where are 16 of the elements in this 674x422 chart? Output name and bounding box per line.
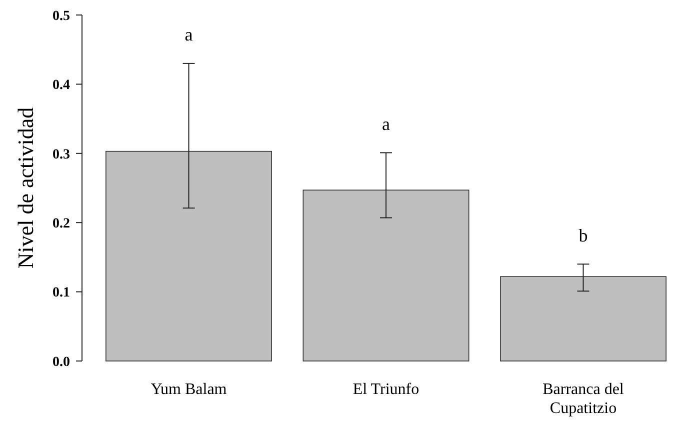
x-tick-label: El Triunfo <box>352 381 420 398</box>
bar <box>302 190 470 362</box>
annotation: b <box>578 225 588 246</box>
y-tick-label: 0.5 <box>52 8 70 24</box>
y-tick-label: 0.3 <box>52 147 70 162</box>
x-tick-label: Barranca del Cupatitzio <box>542 381 624 417</box>
bar <box>500 276 666 362</box>
y-axis-title: Nivel de actividad <box>13 107 38 269</box>
x-tick-label: Yum Balam <box>150 381 228 398</box>
bar <box>106 150 272 362</box>
y-tick-label: 0.1 <box>52 286 70 301</box>
y-tick-label: 0.0 <box>52 354 70 370</box>
y-tick-label: 0.4 <box>52 78 70 94</box>
y-tick-label: 0.2 <box>52 216 70 232</box>
annotation: a <box>184 24 193 45</box>
annotation: a <box>382 114 390 134</box>
